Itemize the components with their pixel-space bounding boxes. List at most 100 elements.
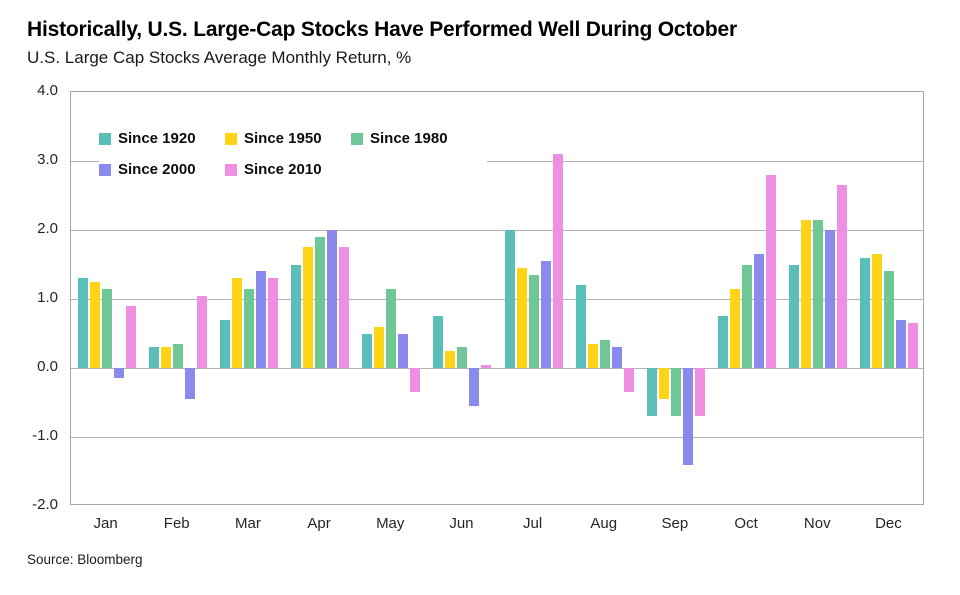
bar-since-1950-aug bbox=[587, 343, 598, 368]
bar-since-2010-apr bbox=[339, 247, 350, 368]
bar-since-2010-sep bbox=[694, 368, 705, 417]
gridline-2 bbox=[71, 229, 923, 231]
chart-subtitle: U.S. Large Cap Stocks Average Monthly Re… bbox=[27, 48, 412, 67]
bar-since-1980-apr bbox=[315, 236, 326, 368]
bar-since-1950-jul bbox=[516, 267, 527, 368]
bar-since-1980-nov bbox=[813, 219, 824, 368]
bar-since-2010-aug bbox=[623, 368, 634, 393]
plot-area: Since 1920 Since 1950 Since 1980 Since 2000… bbox=[70, 91, 924, 505]
bar-since-1980-aug bbox=[599, 340, 610, 368]
bar-since-1950-dec bbox=[872, 254, 883, 368]
bar-since-2000-nov bbox=[825, 230, 836, 368]
legend-swatch-icon bbox=[99, 132, 111, 145]
bar-since-2000-jan bbox=[113, 368, 124, 379]
bar-since-2010-dec bbox=[908, 323, 919, 368]
y-tick-label: 3.0 bbox=[37, 151, 58, 168]
legend-item-since-1950: Since 1950 bbox=[225, 130, 351, 147]
bar-since-1980-jan bbox=[101, 288, 112, 368]
bar-since-2000-sep bbox=[682, 368, 693, 465]
gridline-0 bbox=[71, 367, 923, 369]
x-tick-label-aug: Aug bbox=[590, 515, 618, 532]
bar-since-2010-jul bbox=[552, 154, 563, 368]
bar-since-1920-apr bbox=[291, 264, 302, 368]
legend-label: Since 1980 bbox=[370, 130, 448, 147]
bar-since-1950-oct bbox=[730, 288, 741, 368]
bar-since-1980-jun bbox=[457, 347, 468, 368]
bar-since-1920-may bbox=[362, 333, 373, 368]
bar-since-1980-feb bbox=[172, 343, 183, 368]
chart-title: Historically, U.S. Large-Cap Stocks Have… bbox=[27, 18, 737, 41]
bar-since-2000-feb bbox=[184, 368, 195, 400]
bar-since-1980-oct bbox=[742, 264, 753, 368]
gridline-1 bbox=[71, 298, 923, 300]
bar-since-1950-may bbox=[374, 326, 385, 368]
legend: Since 1920 Since 1950 Since 1980 Since 2000… bbox=[99, 126, 487, 184]
bar-since-2010-feb bbox=[196, 295, 207, 368]
legend-item-since-1980: Since 1980 bbox=[351, 130, 477, 147]
bar-since-1980-sep bbox=[670, 368, 681, 417]
bar-since-2010-jun bbox=[481, 364, 492, 368]
source-note: Source: Bloomberg bbox=[27, 552, 143, 567]
bar-since-1920-mar bbox=[219, 319, 230, 368]
legend-label: Since 2000 bbox=[118, 161, 196, 178]
x-tick-label-nov: Nov bbox=[803, 515, 831, 532]
legend-label: Since 2010 bbox=[244, 161, 322, 178]
x-tick-label-jul: Jul bbox=[522, 515, 543, 532]
legend-swatch-icon bbox=[225, 163, 237, 176]
legend-item-since-2000: Since 2000 bbox=[99, 161, 225, 178]
bar-since-2010-jan bbox=[125, 305, 136, 368]
x-tick-label-jan: Jan bbox=[93, 515, 118, 532]
bar-since-1950-jan bbox=[89, 281, 100, 368]
x-tick-label-oct: Oct bbox=[734, 515, 758, 532]
bar-since-1950-mar bbox=[231, 278, 242, 368]
bar-since-1920-sep bbox=[646, 368, 657, 417]
bar-since-1950-jun bbox=[445, 350, 456, 368]
legend-label: Since 1920 bbox=[118, 130, 196, 147]
bar-since-2000-dec bbox=[896, 319, 907, 368]
bar-since-1920-jan bbox=[77, 278, 88, 368]
bar-since-2000-apr bbox=[327, 230, 338, 368]
gridline--1 bbox=[71, 436, 923, 438]
bar-since-2010-nov bbox=[837, 185, 848, 368]
y-tick-label: -1.0 bbox=[32, 427, 58, 444]
bar-since-1980-jul bbox=[528, 274, 539, 368]
x-tick-label-feb: Feb bbox=[163, 515, 190, 532]
x-tick-label-sep: Sep bbox=[661, 515, 689, 532]
bar-since-1920-aug bbox=[575, 285, 586, 368]
bar-since-1920-jun bbox=[433, 316, 444, 368]
bar-since-1950-apr bbox=[303, 247, 314, 368]
legend-swatch-icon bbox=[351, 132, 363, 145]
x-tick-label-may: May bbox=[376, 515, 405, 532]
y-tick-label: 0.0 bbox=[37, 358, 58, 375]
x-tick-label-dec: Dec bbox=[875, 515, 902, 532]
bar-since-1920-jul bbox=[504, 230, 515, 368]
bar-since-1980-may bbox=[386, 288, 397, 368]
legend-item-since-2010: Since 2010 bbox=[225, 161, 351, 178]
x-tick-label-apr: Apr bbox=[307, 515, 331, 532]
legend-swatch-icon bbox=[225, 132, 237, 145]
legend-label: Since 1950 bbox=[244, 130, 322, 147]
legend-swatch-icon bbox=[99, 163, 111, 176]
bar-since-2000-mar bbox=[255, 271, 266, 368]
bar-since-2010-mar bbox=[267, 278, 278, 368]
gridline-3 bbox=[71, 160, 923, 162]
bar-since-1980-mar bbox=[243, 288, 254, 368]
y-tick-label: 2.0 bbox=[37, 220, 58, 237]
legend-item-since-1920: Since 1920 bbox=[99, 130, 225, 147]
x-tick-label-jun: Jun bbox=[449, 515, 474, 532]
bar-since-2000-may bbox=[398, 333, 409, 368]
x-axis: Jan Feb Mar Apr May Jun Jul Aug Sep Oct Nov Dec bbox=[70, 513, 924, 537]
x-tick-label-mar: Mar bbox=[234, 515, 261, 532]
bar-since-2000-jun bbox=[469, 368, 480, 406]
bar-since-2000-jul bbox=[540, 261, 551, 368]
bar-since-2000-oct bbox=[754, 254, 765, 368]
bar-since-1920-oct bbox=[718, 316, 729, 368]
y-axis: 4.0 3.0 2.0 1.0 0.0 -1.0 -2.0 bbox=[0, 82, 58, 513]
bar-since-2000-aug bbox=[611, 347, 622, 368]
bar-since-1950-sep bbox=[658, 368, 669, 400]
y-tick-label: 1.0 bbox=[37, 289, 58, 306]
bar-since-2010-may bbox=[410, 368, 421, 393]
y-tick-label: 4.0 bbox=[37, 82, 58, 99]
y-tick-label: -2.0 bbox=[32, 496, 58, 513]
